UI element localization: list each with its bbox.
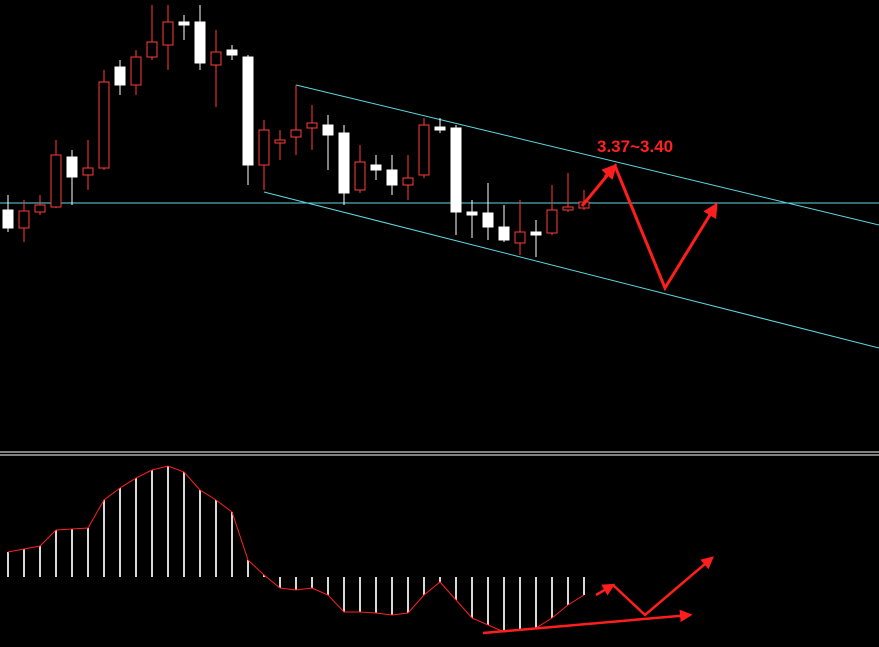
candle-body (130, 56, 142, 86)
candle-body (82, 167, 94, 176)
annotation: 3.37~3.40 (597, 137, 673, 156)
candle-body (98, 81, 110, 169)
channel-bottom (263, 191, 879, 349)
candle-body (178, 21, 190, 26)
candle-body (434, 126, 446, 131)
candle-body (194, 21, 206, 64)
candle-body (114, 66, 126, 86)
candle-body (370, 164, 382, 171)
candle-body (386, 169, 398, 186)
macd-arrow (612, 556, 714, 617)
candle-body (338, 132, 350, 194)
candle-body (162, 21, 174, 46)
forecast-arrow-head (601, 163, 618, 180)
candle-body (322, 124, 334, 136)
candle-body (562, 206, 574, 211)
candle-body (290, 129, 302, 138)
forecast-arrow (580, 163, 718, 292)
candle-body (50, 154, 62, 208)
candle-body (306, 122, 318, 129)
candle-body (530, 231, 542, 236)
candle-body (402, 177, 414, 186)
candle-body (498, 226, 510, 241)
candle-body (34, 204, 46, 213)
candle-body (18, 210, 30, 229)
candle-body (546, 209, 558, 234)
candle-body (354, 161, 366, 191)
candle-body (482, 212, 494, 228)
candle-body (418, 124, 430, 176)
candle-body (146, 41, 158, 58)
candle-body (466, 211, 478, 216)
candle-body (210, 51, 222, 66)
macd-line (7, 465, 585, 633)
candle-body (514, 231, 526, 244)
macd-arrow (595, 583, 616, 597)
candle-body (242, 56, 254, 166)
macd-pane (7, 465, 585, 633)
candle-body (274, 139, 286, 144)
candle-body (2, 209, 14, 229)
candle-body (226, 49, 238, 56)
candle-body (258, 129, 270, 166)
channel-top (295, 84, 879, 226)
candle-body (450, 127, 462, 213)
candle-body (66, 156, 78, 178)
divergence-line (482, 609, 693, 635)
candles (2, 5, 590, 257)
